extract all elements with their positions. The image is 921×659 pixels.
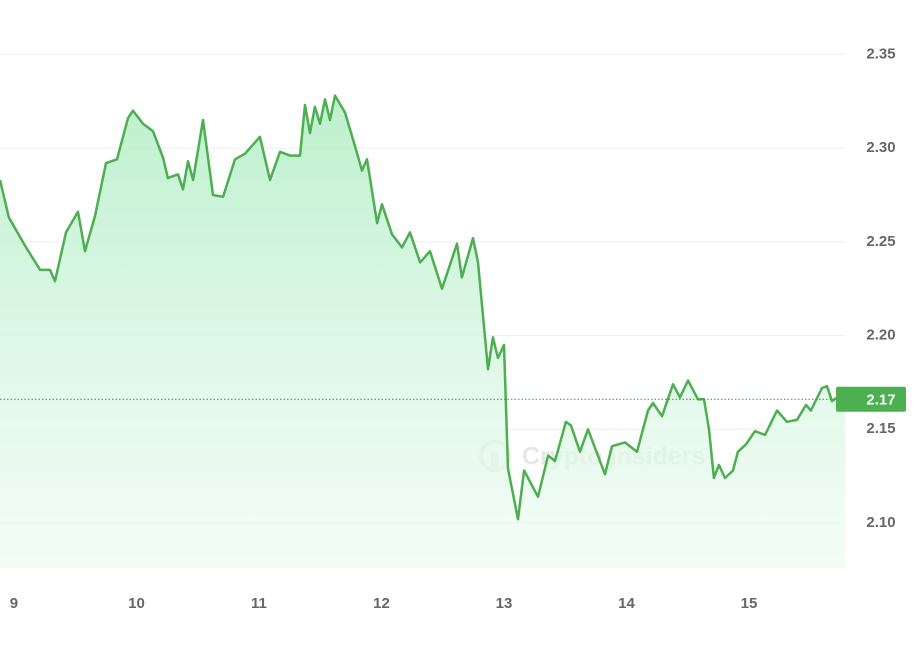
y-tick-label: 2.10 xyxy=(866,514,895,531)
y-tick-label: 2.20 xyxy=(866,327,895,344)
y-tick-label: 2.35 xyxy=(866,45,895,62)
x-tick-label: 11 xyxy=(251,595,267,612)
y-tick-label: 2.25 xyxy=(866,233,895,250)
x-tick-label: 10 xyxy=(128,595,145,612)
x-tick-label: 13 xyxy=(496,595,513,612)
x-tick-label: 15 xyxy=(741,595,758,612)
x-tick-label: 12 xyxy=(373,595,390,612)
price-line xyxy=(0,94,846,521)
y-tick-label: 2.15 xyxy=(866,420,895,437)
y-tick-label: 2.30 xyxy=(866,139,895,156)
x-tick-label: 14 xyxy=(618,595,635,612)
last-price-badge xyxy=(836,386,906,412)
area-fill xyxy=(0,95,845,568)
last-price-label: 2.17 xyxy=(866,391,895,408)
x-tick-label: 9 xyxy=(10,595,18,612)
